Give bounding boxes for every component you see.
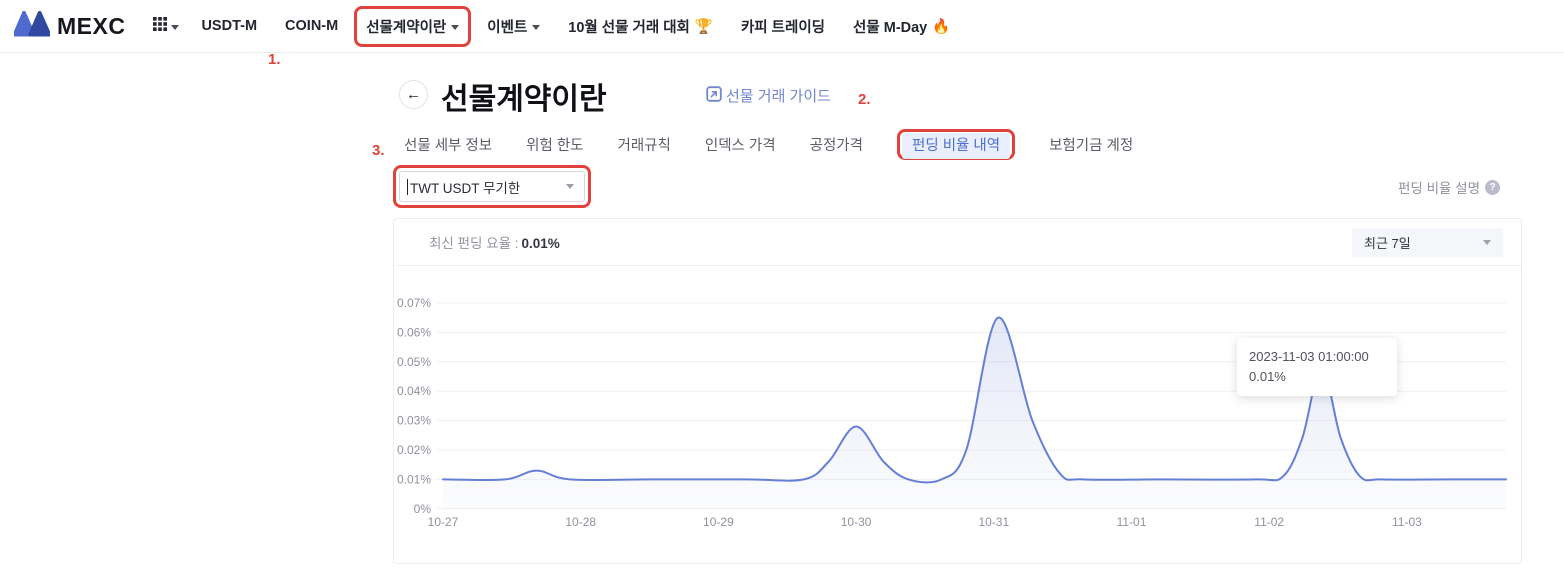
funding-chart-svg: 0.07%0.06%0.05%0.04%0.03%0.02%0.01%0%10-…: [397, 296, 1508, 529]
svg-text:11-01: 11-01: [1117, 515, 1147, 529]
top-nav: MEXC USDT-M COIN-M 선물계약이란: [0, 0, 1564, 53]
chevron-down-icon: [451, 24, 460, 30]
chart-tooltip: 2023-11-03 01:00:00 0.01%: [1237, 338, 1397, 397]
chevron-down-icon: [566, 184, 574, 189]
futures-trading-guide-link[interactable]: 선물 거래 가이드: [706, 85, 831, 106]
annotation-step-3: 3.: [372, 142, 385, 159]
tab-fair-price[interactable]: 공정가격: [809, 137, 863, 154]
text-cursor: [407, 178, 408, 195]
svg-text:0.03%: 0.03%: [397, 414, 431, 428]
chevron-down-icon: [171, 24, 180, 30]
contract-select-value: TWT USDT 무기한: [410, 180, 521, 196]
annotation-step-1: 1.: [268, 51, 281, 68]
guide-link-label: 선물 거래 가이드: [726, 88, 831, 105]
grid-icon: [153, 16, 168, 36]
nav-item-m-day[interactable]: 선물 M-Day 🔥: [853, 18, 951, 36]
tab-funding-rate-history[interactable]: 펀딩 비율 내역: [901, 132, 1011, 159]
nav-item-october-competition[interactable]: 10월 선물 거래 대회 🏆: [568, 18, 713, 36]
card-header: 최신 펀딩 요율 :0.01% 최근 7일: [394, 219, 1521, 266]
mexc-logo-text: MEXC: [57, 12, 126, 39]
back-arrow-icon: ←: [406, 86, 421, 103]
svg-text:0.01%: 0.01%: [397, 472, 431, 486]
svg-text:0.02%: 0.02%: [397, 443, 431, 457]
trophy-icon: 🏆: [694, 18, 713, 35]
fire-icon: 🔥: [932, 18, 951, 35]
svg-text:10-28: 10-28: [565, 515, 596, 529]
guide-book-icon: [706, 85, 722, 106]
date-range-select[interactable]: 최근 7일: [1352, 227, 1503, 257]
funding-rate-chart[interactable]: 0.07% 0.06% 0.05% 0.04% 0.03% 0.02% 0.01% 0% 10-…: [394, 266, 1521, 564]
nav-item-copy-trading[interactable]: 카피 트레이딩: [740, 19, 826, 36]
mexc-logo[interactable]: MEXC: [12, 10, 126, 42]
svg-text:10-27: 10-27: [428, 515, 459, 529]
funding-help-label: 펀딩 비율 설명: [1398, 181, 1481, 196]
nav-item-coin-m[interactable]: COIN-M: [285, 18, 339, 34]
nav-item-events[interactable]: 이벤트: [487, 16, 541, 37]
page-title: 선물계약이란: [441, 83, 607, 116]
svg-text:10-29: 10-29: [703, 515, 734, 529]
detail-tabs: 선물 세부 정보 위험 한도 거래규칙 인덱스 가격 공정가격 펀딩 비율 내역…: [404, 126, 1133, 162]
tab-trading-rules[interactable]: 거래규칙: [617, 137, 671, 154]
apps-grid-menu[interactable]: [153, 16, 180, 36]
nav-item-futures-guide-menu[interactable]: 선물계약이란: [366, 16, 460, 37]
contract-select[interactable]: TWT USDT 무기한: [399, 171, 585, 202]
funding-rate-help-link[interactable]: 펀딩 비율 설명 ?: [1398, 177, 1501, 197]
tooltip-timestamp: 2023-11-03 01:00:00: [1249, 349, 1369, 364]
funding-rate-card: 최신 펀딩 요율 :0.01% 최근 7일 0.07% 0.06% 0.05% 0.0…: [393, 218, 1522, 564]
svg-text:0.04%: 0.04%: [397, 384, 431, 398]
back-button[interactable]: ←: [399, 80, 428, 109]
tab-risk-limit[interactable]: 위험 한도: [526, 137, 584, 154]
svg-text:11-03: 11-03: [1392, 515, 1422, 529]
annotation-red-box-3: TWT USDT 무기한: [393, 165, 591, 208]
nav-item-usdt-m[interactable]: USDT-M: [201, 18, 258, 34]
chevron-down-icon: [1483, 239, 1491, 245]
tab-futures-details[interactable]: 선물 세부 정보: [404, 137, 493, 154]
svg-text:0.05%: 0.05%: [397, 355, 431, 369]
question-icon: ?: [1485, 179, 1501, 195]
mexc-mountain-icon: [12, 10, 52, 42]
tooltip-value: 0.01%: [1249, 369, 1286, 385]
annotation-red-box-1: 선물계약이란: [354, 5, 472, 47]
latest-funding-rate: 최신 펀딩 요율 :0.01%: [429, 236, 560, 251]
svg-text:0.06%: 0.06%: [397, 325, 431, 339]
svg-text:10-31: 10-31: [978, 515, 1009, 529]
svg-text:0.07%: 0.07%: [397, 296, 431, 310]
svg-text:10-30: 10-30: [841, 515, 872, 529]
latest-funding-rate-value: 0.01%: [521, 236, 560, 251]
tab-insurance-fund[interactable]: 보험기금 계정: [1049, 137, 1134, 154]
svg-text:0%: 0%: [414, 502, 432, 516]
annotation-step-2: 2.: [858, 91, 871, 108]
chevron-down-icon: [532, 24, 541, 30]
tab-index-price[interactable]: 인덱스 가격: [704, 137, 776, 154]
svg-text:11-02: 11-02: [1254, 515, 1284, 529]
date-range-value: 최근 7일: [1364, 235, 1411, 251]
annotation-red-box-2: 펀딩 비율 내역: [896, 128, 1016, 160]
